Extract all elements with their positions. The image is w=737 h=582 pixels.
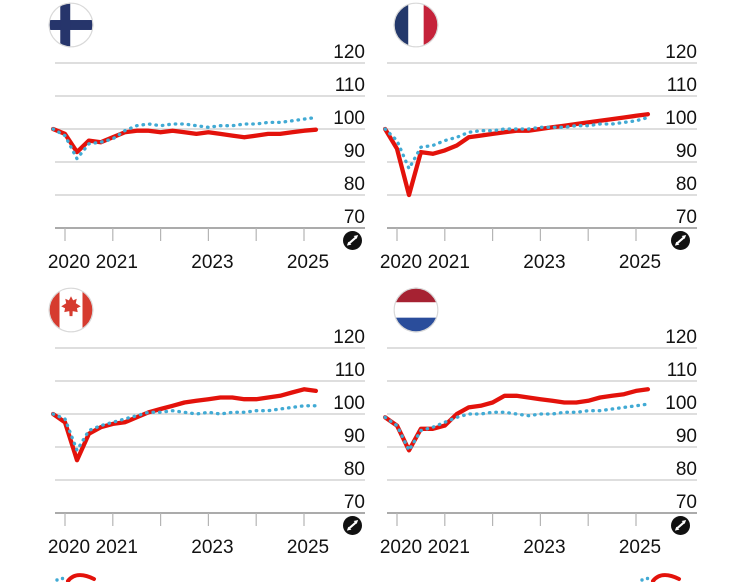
- finland-gdp-line-chart: 120 110 100 90 80 70 2020 2021 2023 2025: [48, 42, 365, 273]
- svg-text:2021: 2021: [428, 537, 470, 558]
- svg-text:90: 90: [676, 426, 697, 447]
- svg-text:2020: 2020: [380, 537, 422, 558]
- expand-chart-icon[interactable]: [343, 231, 362, 250]
- svg-text:100: 100: [665, 393, 697, 414]
- svg-text:100: 100: [333, 108, 365, 129]
- svg-text:110: 110: [667, 360, 697, 381]
- svg-text:80: 80: [676, 174, 697, 195]
- svg-text:70: 70: [344, 492, 365, 513]
- svg-text:2025: 2025: [287, 252, 329, 273]
- svg-text:110: 110: [335, 360, 365, 381]
- svg-text:70: 70: [676, 207, 697, 228]
- svg-text:70: 70: [676, 492, 697, 513]
- svg-text:2023: 2023: [191, 537, 233, 558]
- svg-text:100: 100: [665, 108, 697, 129]
- chart-panel-netherlands: 120 110 100 90 80 70 2020 2021 2023 2025: [372, 285, 702, 570]
- svg-text:90: 90: [344, 426, 365, 447]
- france-gdp-line-chart: 120 110 100 90 80 70 2020 2021 2023 2025: [380, 42, 697, 273]
- netherlands-flag-icon: [393, 287, 439, 333]
- svg-text:2020: 2020: [380, 252, 422, 273]
- svg-text:80: 80: [344, 174, 365, 195]
- expand-chart-icon[interactable]: [671, 231, 690, 250]
- svg-text:2025: 2025: [287, 537, 329, 558]
- svg-text:90: 90: [676, 141, 697, 162]
- netherlands-gdp-line-chart: 120 110 100 90 80 70 2020 2021 2023 2025: [380, 327, 697, 558]
- svg-text:70: 70: [344, 207, 365, 228]
- svg-text:110: 110: [335, 75, 365, 96]
- expand-chart-icon[interactable]: [343, 516, 362, 535]
- svg-text:2025: 2025: [619, 537, 661, 558]
- svg-text:2021: 2021: [96, 252, 138, 273]
- chart-panel-finland: 120 110 100 90 80 70 2020 2021 2023 2025: [40, 0, 370, 285]
- svg-text:2021: 2021: [96, 537, 138, 558]
- svg-text:120: 120: [333, 42, 365, 63]
- canada-flag-icon: [48, 287, 94, 333]
- svg-text:100: 100: [333, 393, 365, 414]
- svg-text:120: 120: [665, 42, 697, 63]
- svg-text:2023: 2023: [191, 252, 233, 273]
- chart-panel-canada: 120 110 100 90 80 70 2020 2021 2023 2025: [40, 285, 370, 570]
- svg-text:80: 80: [344, 459, 365, 480]
- svg-text:110: 110: [667, 75, 697, 96]
- next-row-chart-cutoff: [0, 570, 737, 582]
- expand-chart-icon[interactable]: [671, 516, 690, 535]
- chart-panel-france: 120 110 100 90 80 70 2020 2021 2023 2025: [372, 0, 702, 285]
- svg-text:2025: 2025: [619, 252, 661, 273]
- svg-text:90: 90: [344, 141, 365, 162]
- finland-flag-icon: [48, 2, 94, 48]
- svg-text:2021: 2021: [428, 252, 470, 273]
- svg-text:2023: 2023: [523, 537, 565, 558]
- svg-text:80: 80: [676, 459, 697, 480]
- canada-gdp-line-chart: 120 110 100 90 80 70 2020 2021 2023 2025: [48, 327, 365, 558]
- svg-text:120: 120: [333, 327, 365, 348]
- svg-text:2020: 2020: [48, 537, 90, 558]
- svg-text:2020: 2020: [48, 252, 90, 273]
- france-flag-icon: [393, 2, 439, 48]
- svg-text:2023: 2023: [523, 252, 565, 273]
- svg-text:120: 120: [665, 327, 697, 348]
